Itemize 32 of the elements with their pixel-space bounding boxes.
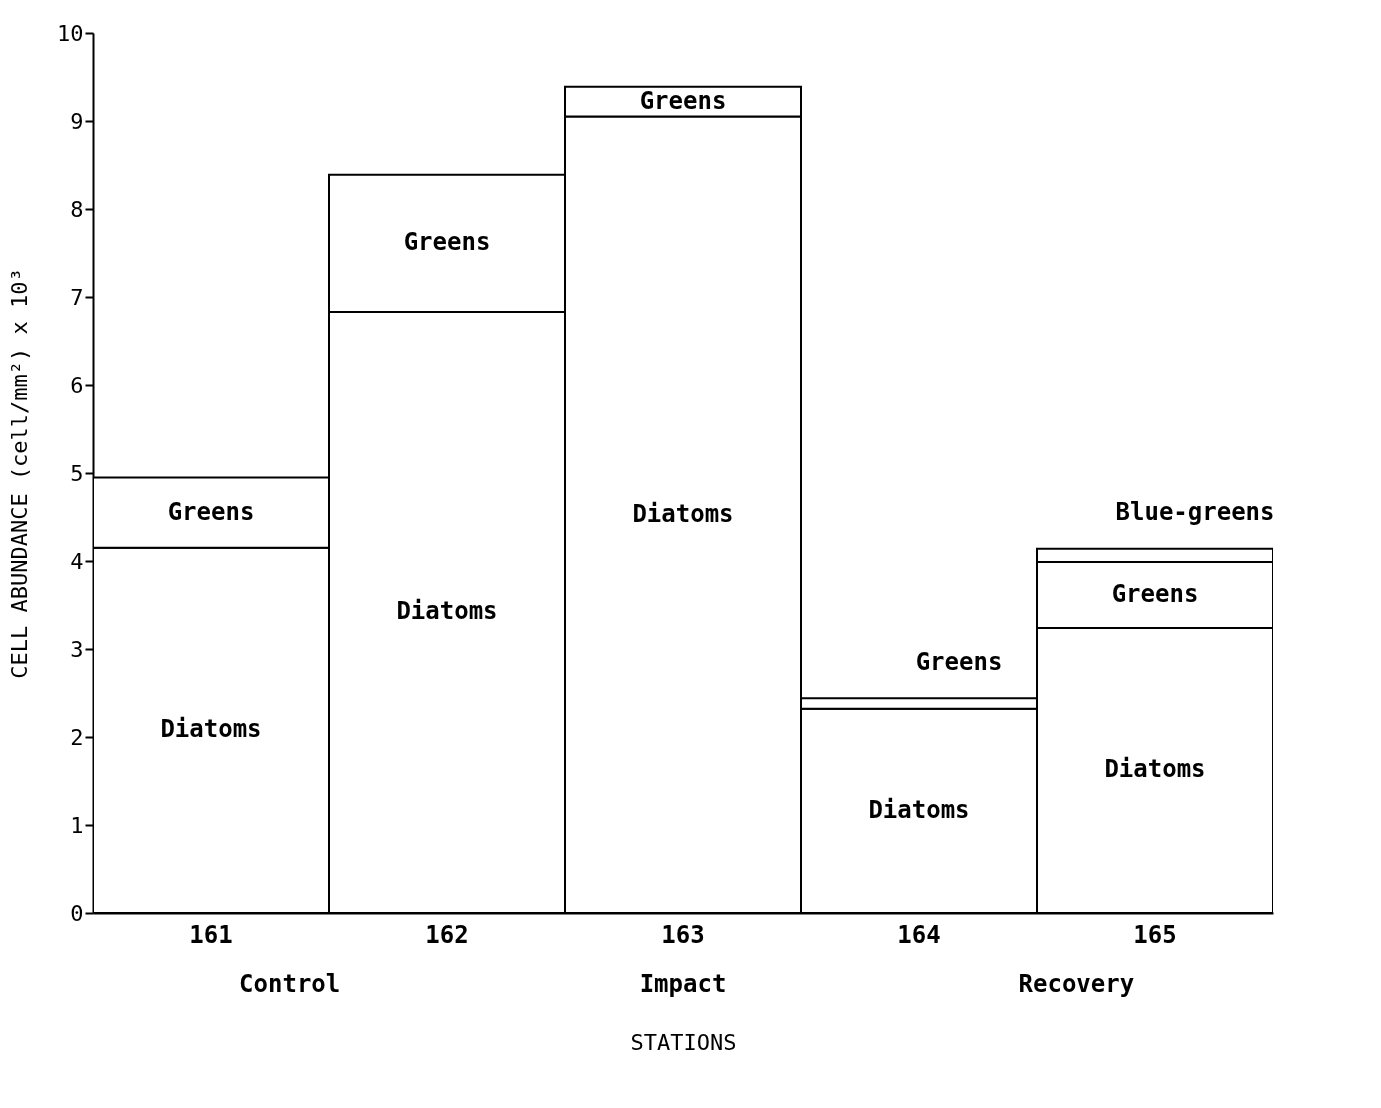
- x-tick-label: 162: [425, 920, 469, 949]
- text: Greens: [915, 648, 1003, 677]
- y-tick-label: 9: [70, 108, 84, 134]
- y-tick-label: 4: [70, 548, 84, 574]
- y-tick-label: 3: [70, 636, 84, 662]
- text: Diatoms: [396, 597, 498, 626]
- y-tick-label: 7: [70, 284, 84, 310]
- text: Control: [239, 970, 341, 998]
- y-tick-label: 5: [70, 460, 84, 486]
- text: Impact: [639, 970, 727, 998]
- series-label: Blue-greens: [1115, 498, 1275, 527]
- text: Greens: [403, 228, 491, 257]
- x-axis-title: STATIONS: [630, 1029, 737, 1055]
- y-tick-label: 2: [70, 724, 84, 750]
- y-tick-label: 8: [70, 196, 84, 222]
- x-tick-label: 161: [189, 920, 233, 949]
- text: Greens: [1111, 579, 1199, 608]
- y-axis-title: CELL ABUNDANCE (cell/mm²) x 10³: [7, 268, 33, 679]
- text: Diatoms: [160, 715, 262, 744]
- y-tick-label: 6: [70, 372, 84, 398]
- y-tick-label: 10: [57, 20, 84, 46]
- text: Greens: [167, 497, 255, 526]
- text: Diatoms: [1104, 755, 1206, 784]
- text: Recovery: [1018, 970, 1135, 998]
- x-tick-label: 163: [661, 920, 705, 949]
- text: Diatoms: [868, 795, 970, 824]
- y-tick-label: 1: [70, 812, 84, 838]
- x-tick-label: 165: [1133, 920, 1177, 949]
- series-label: Greens: [639, 86, 727, 115]
- y-tick-label: 0: [70, 900, 84, 926]
- series-label: Diatoms: [632, 499, 734, 528]
- x-tick-label: 164: [897, 920, 941, 949]
